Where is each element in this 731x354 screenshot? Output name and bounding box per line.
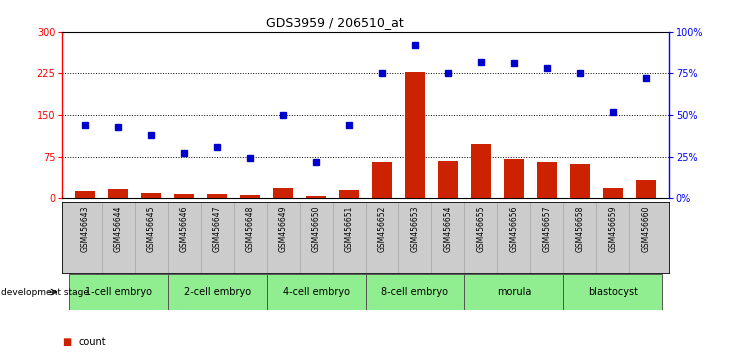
Text: GSM456645: GSM456645	[147, 205, 156, 252]
Text: GSM456658: GSM456658	[575, 205, 584, 252]
Text: GSM456659: GSM456659	[608, 205, 617, 252]
Bar	[75, 191, 95, 198]
Bar	[564, 274, 662, 310]
Text: development stage: development stage	[1, 287, 88, 297]
Bar	[339, 190, 359, 198]
Bar	[405, 72, 425, 198]
Text: GSM456651: GSM456651	[344, 205, 354, 252]
Text: GSM456649: GSM456649	[279, 205, 287, 252]
Bar	[174, 194, 194, 198]
Bar	[636, 181, 656, 198]
Text: GSM456646: GSM456646	[180, 205, 189, 252]
Bar	[108, 189, 128, 198]
Bar	[141, 193, 161, 198]
Bar	[366, 274, 464, 310]
Bar	[464, 274, 564, 310]
Title: GDS3959 / 206510_at: GDS3959 / 206510_at	[266, 16, 404, 29]
Text: 8-cell embryo: 8-cell embryo	[382, 287, 448, 297]
Text: GSM456652: GSM456652	[377, 205, 387, 252]
Text: 4-cell embryo: 4-cell embryo	[283, 287, 349, 297]
Text: GSM456648: GSM456648	[246, 205, 254, 252]
Bar	[267, 274, 366, 310]
Text: blastocyst: blastocyst	[588, 287, 638, 297]
Bar	[537, 162, 557, 198]
Text: 2-cell embryo: 2-cell embryo	[183, 287, 251, 297]
Text: ■: ■	[62, 337, 72, 347]
Text: morula: morula	[496, 287, 531, 297]
Text: GSM456647: GSM456647	[213, 205, 221, 252]
Bar	[372, 162, 392, 198]
Text: GSM456657: GSM456657	[542, 205, 551, 252]
Bar	[570, 164, 590, 198]
Bar	[69, 274, 167, 310]
Bar	[167, 274, 267, 310]
Text: GSM456650: GSM456650	[311, 205, 320, 252]
Bar	[471, 144, 491, 198]
Bar	[438, 160, 458, 198]
Bar	[306, 196, 326, 198]
Text: GSM456655: GSM456655	[477, 205, 485, 252]
Text: GSM456653: GSM456653	[411, 205, 420, 252]
Text: GSM456656: GSM456656	[510, 205, 518, 252]
Text: GSM456654: GSM456654	[444, 205, 452, 252]
Bar	[504, 159, 524, 198]
Bar	[240, 195, 260, 198]
Text: GSM456643: GSM456643	[80, 205, 90, 252]
Text: GSM456644: GSM456644	[114, 205, 123, 252]
Text: 1-cell embryo: 1-cell embryo	[85, 287, 152, 297]
Bar	[207, 194, 227, 198]
Text: GSM456660: GSM456660	[641, 205, 651, 252]
Bar	[603, 188, 623, 198]
Bar	[273, 188, 293, 198]
Text: count: count	[78, 337, 106, 347]
